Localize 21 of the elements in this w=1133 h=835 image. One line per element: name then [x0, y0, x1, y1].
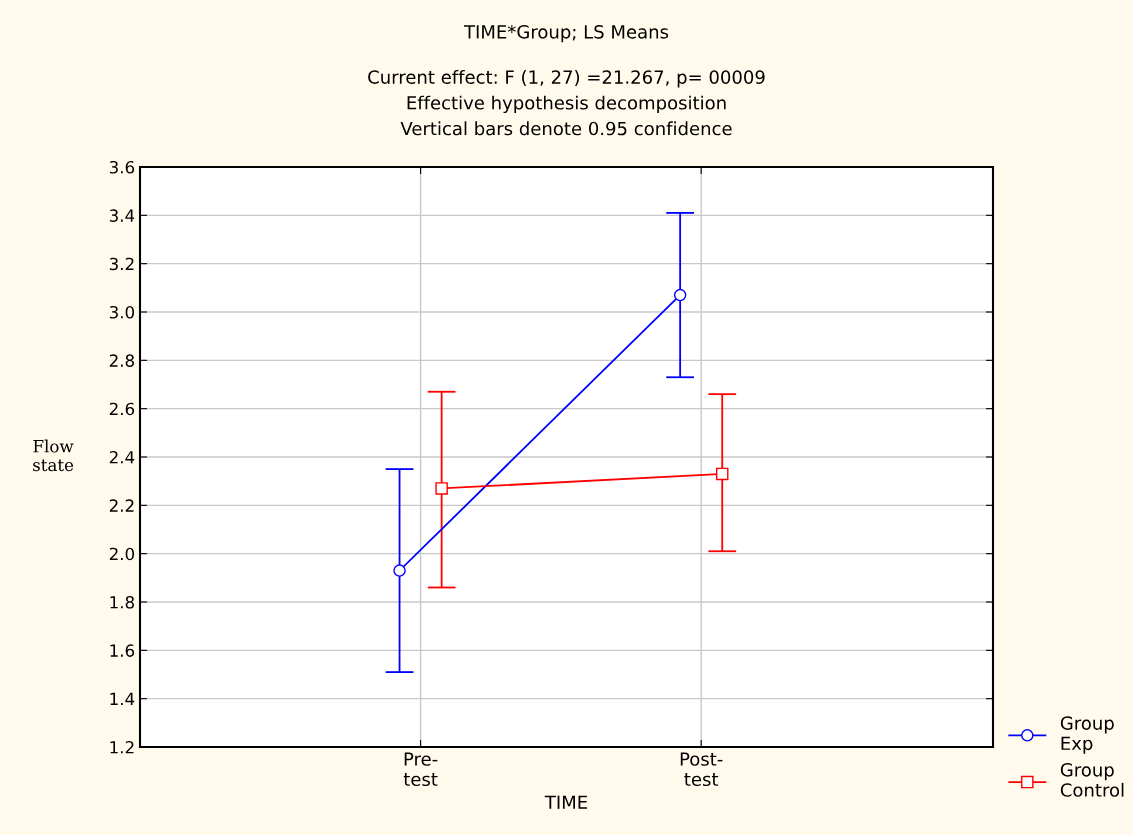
- y-tick-label: 2.6: [109, 402, 135, 416]
- y-tick-label: 3.4: [109, 209, 135, 222]
- x-tick-label: Post- test: [680, 752, 723, 787]
- y-axis-title: Flow state: [33, 439, 74, 472]
- chart-title: TIME*Group; LS Means: [463, 24, 669, 43]
- x-axis-title: TIME: [544, 795, 588, 809]
- x-tick-label: Pre- test: [403, 752, 438, 787]
- chart-subtitle: Current effect: F (1, 27) =21.267, p= 00009 Effective hypothesis decomposition Vertical bars denote 0.95 confidence: [368, 69, 765, 136]
- y-tick-label: 2.4: [109, 450, 135, 464]
- y-tick-label: 3.6: [109, 160, 135, 174]
- y-tick-label: 1.8: [110, 595, 134, 609]
- y-tick-label: 1.2: [110, 740, 134, 754]
- y-tick-label: 1.4: [110, 692, 135, 705]
- legend-label: Group Exp: [1060, 716, 1114, 754]
- y-tick-label: 2.8: [109, 354, 134, 367]
- y-tick-label: 1.6: [110, 644, 135, 657]
- y-tick-label: 3.0: [109, 305, 135, 319]
- y-tick-label: 2.2: [109, 499, 134, 512]
- y-tick-label: 3.2: [109, 257, 134, 271]
- legend-label: Group Control: [1060, 762, 1124, 797]
- y-tick-label: 2.0: [109, 547, 135, 561]
